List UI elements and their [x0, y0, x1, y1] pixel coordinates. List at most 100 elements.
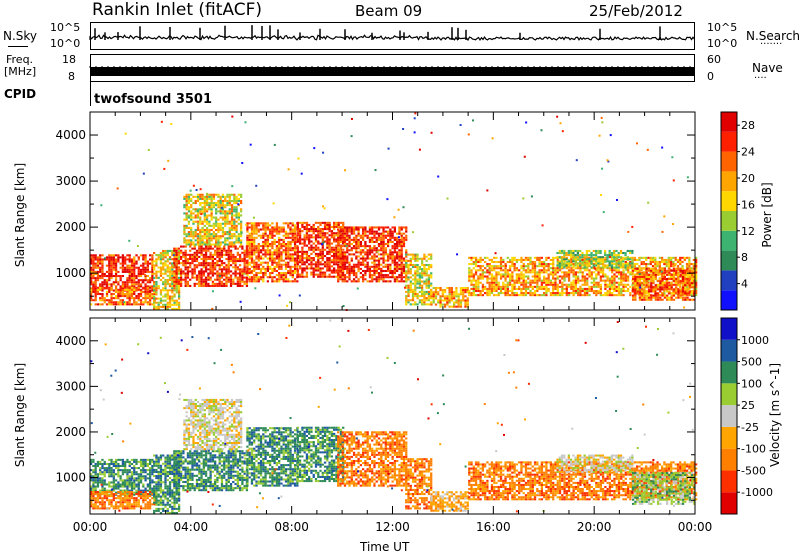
power-cell [563, 279, 566, 282]
power-cell [282, 280, 285, 283]
power-cell [373, 234, 376, 237]
power-cell [144, 270, 147, 273]
power-cell [411, 255, 415, 258]
power-cell [94, 283, 97, 286]
power-cell [425, 286, 428, 289]
power-cell [282, 263, 285, 266]
power-cell [348, 278, 351, 281]
power-cell [377, 238, 381, 241]
power-cell [221, 222, 225, 225]
power-cell [420, 301, 424, 304]
power-cell [391, 236, 394, 239]
power-cell [470, 271, 473, 274]
power-cell [303, 225, 306, 229]
power-cell [645, 292, 648, 295]
power-cell [287, 263, 290, 266]
power-cell [629, 271, 632, 274]
power-cell [233, 193, 236, 196]
power-cell [364, 257, 367, 260]
power-cell [280, 272, 283, 275]
power-cell [205, 216, 209, 219]
power-cell [238, 280, 242, 283]
power-cell [192, 208, 195, 211]
power-cell [490, 283, 494, 286]
power-cell [674, 287, 677, 290]
power-cell [654, 256, 657, 259]
power-cell [314, 254, 318, 258]
power-cell [335, 257, 338, 260]
power-cell [289, 265, 292, 268]
power-cell [293, 230, 297, 233]
power-cell [205, 228, 209, 232]
power-cell [348, 230, 351, 233]
power-cell [253, 251, 256, 254]
power-cell [373, 247, 376, 250]
power-cell [479, 294, 482, 297]
power-cell [382, 274, 385, 277]
power-cell [255, 245, 258, 248]
power-cell [204, 268, 208, 271]
power-cell [266, 269, 269, 273]
power-cell [495, 289, 498, 293]
power-cell [599, 271, 602, 274]
power-cell [155, 254, 158, 257]
power-cell [228, 231, 231, 234]
power-cell [337, 238, 340, 241]
power-cell [175, 249, 178, 252]
power-cell [563, 275, 566, 278]
power-cell [144, 297, 147, 300]
power-cell [218, 264, 221, 267]
power-cell [615, 294, 618, 297]
power-cell [377, 228, 381, 231]
power-cell [217, 222, 220, 225]
power-cell [533, 275, 537, 278]
power-cell [427, 276, 431, 279]
power-cell [443, 299, 447, 302]
power-cell [690, 294, 693, 297]
power-cell [171, 266, 174, 269]
power-cell [323, 273, 327, 276]
power-cell [393, 276, 397, 279]
power-cell [608, 289, 612, 293]
power-cell [606, 294, 609, 297]
power-cell [193, 272, 196, 275]
power-cell [168, 299, 172, 302]
power-cell [389, 257, 392, 260]
power-cell [303, 244, 306, 247]
power-cell [499, 292, 503, 295]
power-cell [620, 289, 623, 293]
power-cell [416, 292, 419, 296]
power-cell [219, 243, 222, 246]
power-cell [168, 256, 172, 259]
power-cell [411, 297, 415, 300]
power-cell [488, 267, 491, 270]
power-cell [108, 264, 111, 267]
power-cell [328, 257, 331, 260]
power-cell [155, 258, 158, 261]
power-cell [529, 269, 532, 272]
power-cell [135, 275, 138, 278]
power-cell [455, 299, 458, 302]
power-cell [228, 197, 231, 200]
power-cell [479, 265, 482, 268]
power-cell [497, 281, 500, 284]
power-cell [511, 271, 514, 274]
power-cell [570, 267, 573, 270]
power-cell [275, 280, 279, 283]
power-cell [187, 195, 191, 198]
power-cell [414, 284, 417, 287]
power-cell [366, 257, 369, 260]
power-cell [617, 258, 621, 261]
power-cell [266, 276, 269, 279]
power-cell [142, 268, 145, 271]
power-cell [515, 292, 519, 295]
power-cell [355, 257, 358, 260]
power-cell [481, 258, 485, 261]
power-cell [126, 288, 129, 291]
power-cell [186, 282, 190, 285]
power-cell [175, 287, 178, 290]
power-cell [554, 279, 557, 282]
power-cell [411, 274, 415, 277]
power-cell [243, 266, 246, 269]
power-cell [162, 289, 165, 292]
